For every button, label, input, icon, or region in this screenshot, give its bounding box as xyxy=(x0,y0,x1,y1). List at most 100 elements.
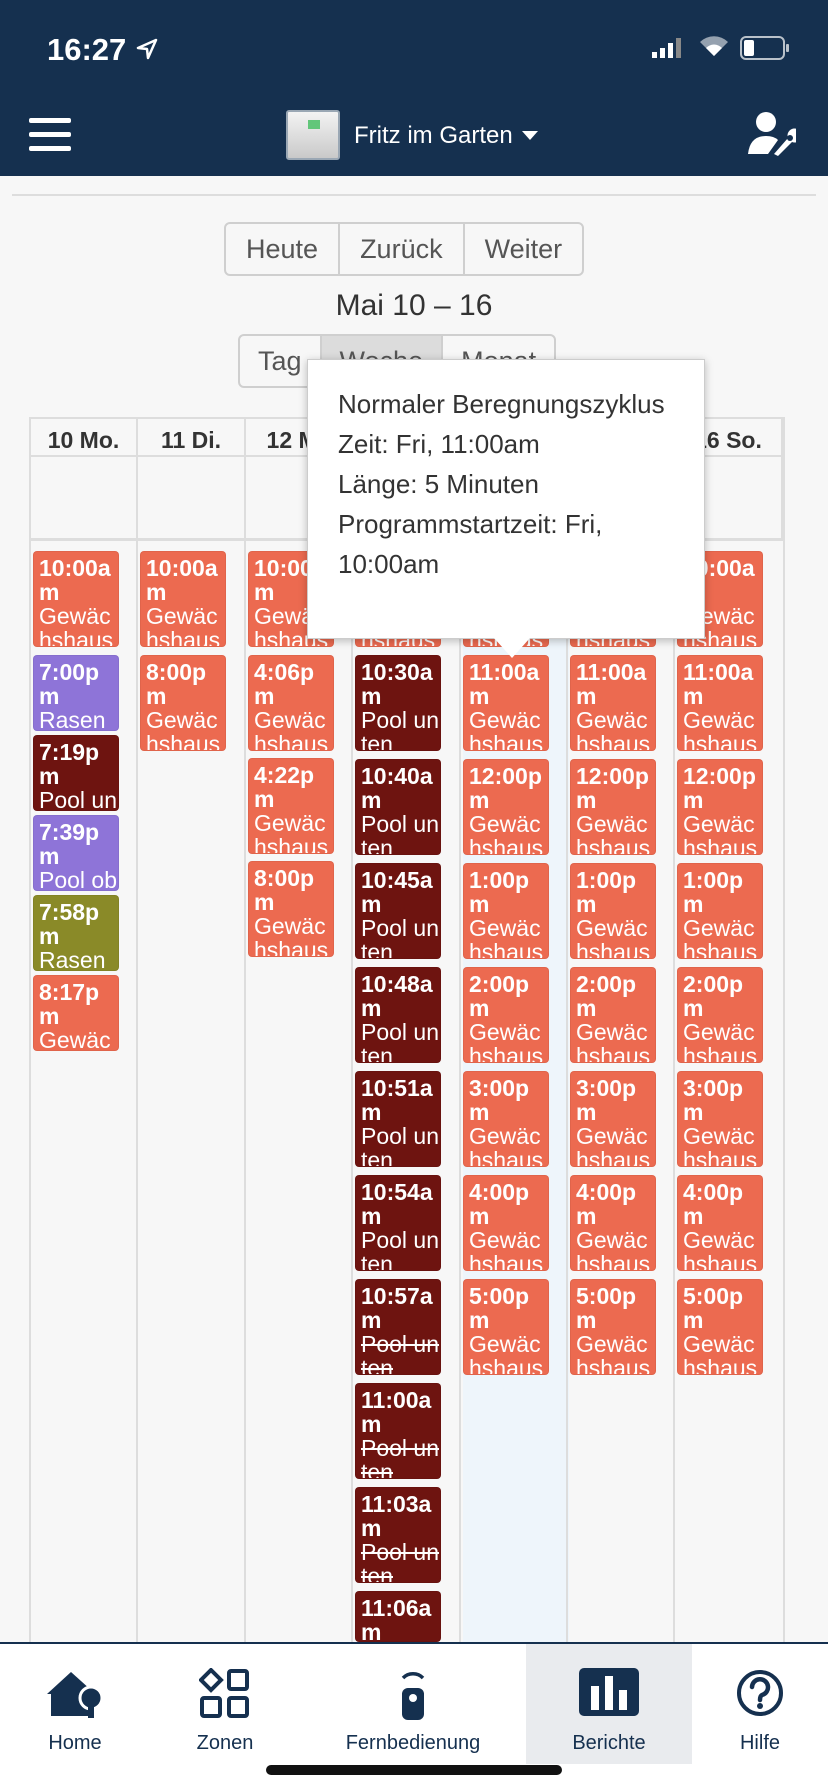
calendar-event[interactable]: 12:00pm Gewächshaus xyxy=(570,759,656,855)
tab-remote[interactable]: Fernbedienung xyxy=(300,1644,526,1764)
calendar-event[interactable]: 3:00pm Gewächshaus xyxy=(463,1071,549,1167)
calendar-event[interactable]: 1:00pm Gewächshaus xyxy=(463,863,549,959)
event-time: 12:00pm xyxy=(683,763,756,813)
calendar-event[interactable]: 2:00pm Gewächshaus xyxy=(570,967,656,1063)
calendar-event[interactable]: 12:00pm Gewächshaus xyxy=(463,759,549,855)
event-time: 2:00pm xyxy=(683,971,744,1021)
event-zone: Gewächshaus xyxy=(469,1019,544,1063)
event-time: 7:00pm xyxy=(39,659,100,709)
calendar-event[interactable]: 8:00pm Gewächshaus xyxy=(140,655,226,751)
calendar-event[interactable]: 1:00pm Gewächshaus xyxy=(570,863,656,959)
tab-home[interactable]: Home xyxy=(0,1644,150,1764)
calendar-event[interactable]: 10:48am Pool unten xyxy=(355,967,441,1063)
calendar-event[interactable]: 4:22pm Gewächshaus xyxy=(248,758,334,854)
calendar-event[interactable]: 4:00pm Gewächshaus xyxy=(570,1175,656,1271)
wifi-icon xyxy=(700,36,728,56)
event-zone: Pool unten xyxy=(361,915,440,959)
event-zone: Gewächshaus xyxy=(683,1123,758,1167)
event-zone: Gewächshaus xyxy=(469,1123,544,1167)
event-zone: Gewächshaus xyxy=(576,915,651,959)
event-zone: Gewächshaus xyxy=(469,915,544,959)
event-zone: Gewächshaus xyxy=(469,1331,544,1375)
calendar-event[interactable]: 11:00am Pool unten xyxy=(355,1383,441,1479)
event-time: 1:00pm xyxy=(469,867,530,917)
all-day-cell[interactable] xyxy=(675,457,783,541)
column-divider xyxy=(351,541,353,1642)
calendar-event[interactable]: 11:06am xyxy=(355,1591,441,1642)
event-time: 10:40am xyxy=(361,763,433,813)
calendar-event[interactable]: 10:30am Pool unten xyxy=(355,655,441,751)
event-time: 1:00pm xyxy=(576,867,637,917)
device-thumbnail[interactable] xyxy=(286,110,340,160)
calendar-event[interactable]: 4:00pm Gewächshaus xyxy=(463,1175,549,1271)
next-button[interactable]: Weiter xyxy=(484,233,563,264)
event-time: 3:00pm xyxy=(576,1075,637,1125)
calendar-event[interactable]: 12:00pm Gewächshaus xyxy=(677,759,763,855)
column-divider xyxy=(459,541,461,1642)
calendar-event[interactable]: 10:54am Pool unten xyxy=(355,1175,441,1271)
calendar-event[interactable]: 2:00pm Gewächshaus xyxy=(463,967,549,1063)
caret-down-icon[interactable] xyxy=(522,131,538,140)
event-time: 11:03am xyxy=(361,1491,432,1541)
column-divider xyxy=(566,541,568,1642)
event-time: 5:00pm xyxy=(469,1283,530,1333)
event-zone: Gewächshaus xyxy=(146,603,221,647)
calendar-event[interactable]: 5:00pm Gewächshaus xyxy=(463,1279,549,1375)
calendar-event[interactable]: 10:40am Pool unten xyxy=(355,759,441,855)
status-time: 16:27 xyxy=(47,32,127,67)
date-nav-group: Heute Zurück Weiter xyxy=(224,222,585,276)
calendar-event[interactable]: 4:00pm Gewächshaus xyxy=(677,1175,763,1271)
event-zone: Gewächshaus xyxy=(39,603,114,647)
calendar-event[interactable]: 10:51am Pool unten xyxy=(355,1071,441,1167)
column-divider xyxy=(136,541,138,1642)
event-zone: Gewächshaus xyxy=(576,1123,651,1167)
back-button[interactable]: Zurück xyxy=(340,224,465,274)
event-time: 3:00pm xyxy=(469,1075,530,1125)
calendar-event[interactable]: 1:00pm Gewächshaus xyxy=(677,863,763,959)
event-time: 11:00am xyxy=(469,659,540,709)
event-time: 10:54am xyxy=(361,1179,433,1229)
hamburger-menu-button[interactable] xyxy=(29,118,71,152)
event-time: 11:00am xyxy=(361,1387,432,1437)
event-zone: Pool unten xyxy=(361,1331,440,1375)
tab-help[interactable]: Hilfe xyxy=(692,1644,828,1764)
calendar-event[interactable]: 11:00am Gewächshaus xyxy=(463,655,549,751)
reports-icon xyxy=(579,1668,639,1716)
all-day-cell[interactable] xyxy=(138,457,246,541)
today-button[interactable]: Heute xyxy=(226,224,341,274)
event-time: 2:00pm xyxy=(576,971,637,1021)
calendar-event[interactable]: 11:00am Gewächshaus xyxy=(677,655,763,751)
all-day-cell[interactable] xyxy=(31,457,138,541)
status-bar: 16:27 xyxy=(0,0,828,92)
location-arrow-icon xyxy=(136,38,158,60)
day-header: 16 So. xyxy=(675,417,783,457)
calendar-event[interactable]: 10:45am Pool unten xyxy=(355,863,441,959)
event-zone: Gewächshaus xyxy=(576,707,651,751)
tab-label: Fernbedienung xyxy=(345,1732,481,1754)
calendar-event[interactable]: 11:00am Gewächshaus xyxy=(570,655,656,751)
calendar-event[interactable]: 3:00pm Gewächshaus xyxy=(570,1071,656,1167)
event-tooltip: Normaler Beregnungszyklus Zeit: Fri, 11:… xyxy=(307,359,705,639)
event-zone: Pool unten xyxy=(39,787,118,811)
calendar-event[interactable]: 5:00pm Gewächshaus xyxy=(677,1279,763,1375)
calendar-event[interactable]: 8:17pmGewächshaus xyxy=(33,975,119,1051)
calendar-event[interactable]: 10:57am Pool unten xyxy=(355,1279,441,1375)
calendar-event[interactable]: 8:00pm Gewächshaus xyxy=(248,861,334,957)
calendar-event[interactable]: 3:00pm Gewächshaus xyxy=(677,1071,763,1167)
calendar-event[interactable]: 4:06pm Gewächshaus xyxy=(248,655,334,751)
column-divider xyxy=(673,541,675,1642)
calendar-event[interactable]: 11:03am Pool unten xyxy=(355,1487,441,1583)
tab-zones[interactable]: Zonen xyxy=(150,1644,300,1764)
calendar-event[interactable]: 5:00pm Gewächshaus xyxy=(570,1279,656,1375)
calendar-event[interactable]: 2:00pm Gewächshaus xyxy=(677,967,763,1063)
tab-reports[interactable]: Berichte xyxy=(526,1644,692,1764)
divider xyxy=(12,194,816,196)
device-selector[interactable]: Fritz im Garten xyxy=(354,122,513,149)
user-settings-icon[interactable] xyxy=(746,110,796,158)
